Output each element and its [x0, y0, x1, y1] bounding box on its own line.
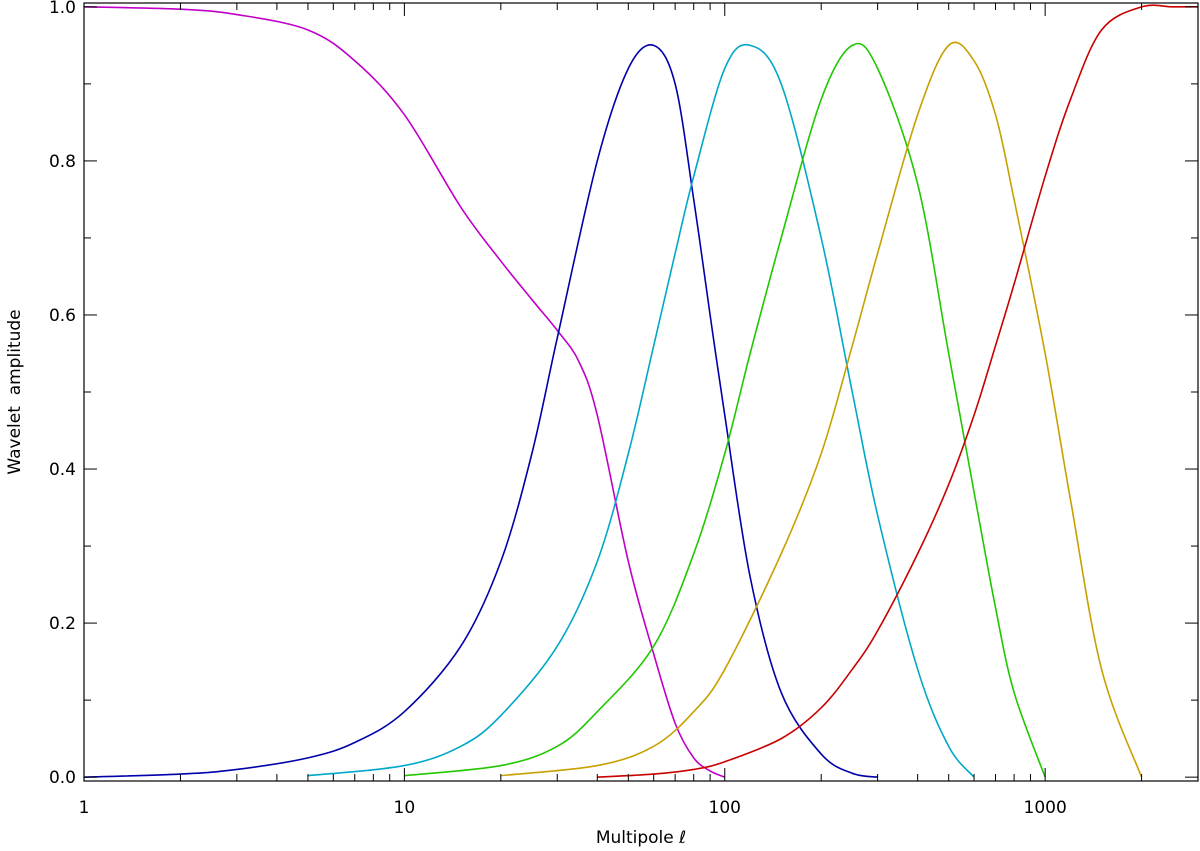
y-tick-label: 0.2: [49, 614, 76, 634]
x-tick-label: 100: [709, 798, 741, 818]
y-tick-label: 0.4: [49, 460, 76, 480]
series-line-5: [500, 41, 1143, 778]
x-tick-label: 10: [394, 798, 416, 818]
y-tick-label: 1.0: [49, 0, 76, 18]
series-line-3: [307, 43, 975, 778]
series-line-1: [84, 6, 726, 778]
x-tick-label: 1000: [1024, 798, 1067, 818]
series-layer: [84, 4, 1198, 778]
y-axis-label: Wavelet amplitude: [5, 309, 25, 474]
series-line-6: [597, 4, 1198, 778]
y-tick-label: 0.8: [49, 152, 76, 172]
y-tick-label: 0.6: [49, 306, 76, 326]
y-tick-label: 0.0: [49, 768, 76, 788]
x-tick-label: 1: [79, 798, 90, 818]
plot-frame: [83, 2, 1199, 782]
series-line-4: [404, 42, 1046, 778]
tick-label-layer: 1 10 100 1000 0.0 0.2 0.4 0.6 0.8 1.0: [49, 0, 1067, 818]
x-axis-label: Multipole ℓ: [596, 828, 686, 848]
series-line-2: [84, 44, 878, 778]
